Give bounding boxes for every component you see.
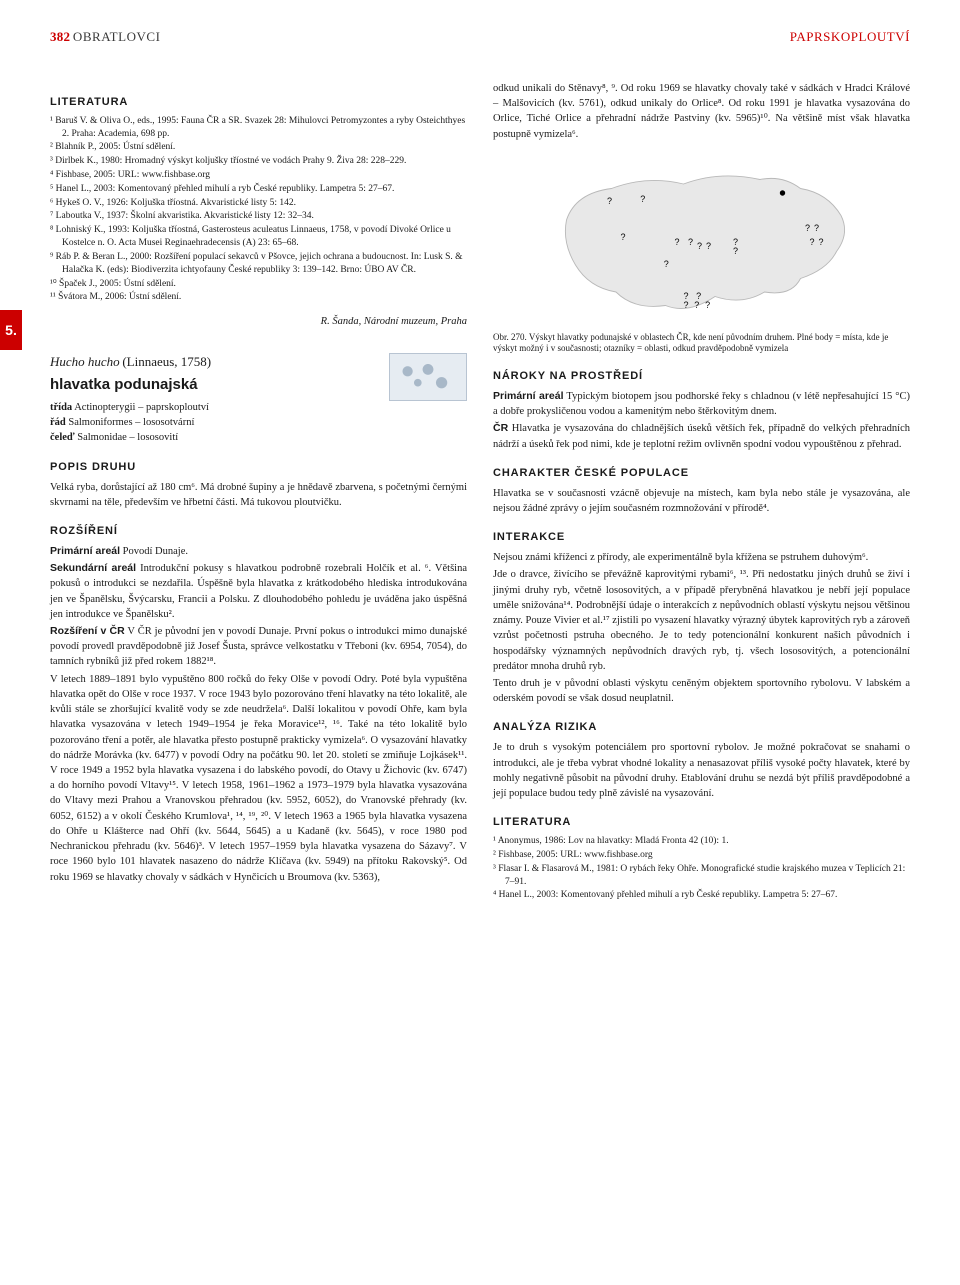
ref-item: ¹ Baruš V. & Oliva O., eds., 1995: Fauna… xyxy=(50,115,467,141)
species-common-name: hlavatka podunajská xyxy=(50,374,379,396)
svg-text:?: ? xyxy=(810,237,815,247)
ref-item: ⁴ Fishbase, 2005: URL: www.fishbase.org xyxy=(50,169,467,182)
naroky-cr: ČR Hlavatka je vysazována do chladnějšíc… xyxy=(493,421,910,451)
ref-item: ¹¹ Švátora M., 2006: Ústní sdělení. xyxy=(50,291,467,304)
rozsireni-cr: Rozšíření v ČR V ČR je původní jen v pov… xyxy=(50,624,467,670)
svg-text:?: ? xyxy=(814,223,819,233)
species-latin-name: Hucho hucho xyxy=(50,354,120,369)
ref-item: ⁸ Lohniský K., 1993: Koljuška tříostná, … xyxy=(50,224,467,250)
interakce-heading: INTERAKCE xyxy=(493,530,910,546)
charakter-heading: CHARAKTER ČESKÉ POPULACE xyxy=(493,466,910,482)
ref-item: ⁹ Ráb P. & Beran L., 2000: Rozšíření pop… xyxy=(50,251,467,277)
reference-list-2: ¹ Anonymus, 1986: Lov na hlavatky: Mladá… xyxy=(493,835,910,902)
rozsireni-secondary: Sekundární areál Introdukční pokusy s hl… xyxy=(50,561,467,622)
svg-text:?: ? xyxy=(621,232,626,242)
svg-text:?: ? xyxy=(640,194,645,204)
svg-text:?: ? xyxy=(805,223,810,233)
header-right-title: PAPRSKOPLOUTVÍ xyxy=(790,28,910,47)
species-taxonomy: třída třída Actinopterygii – paprskoplou… xyxy=(50,400,379,446)
rozsireni-heading: ROZŠÍŘENÍ xyxy=(50,524,467,540)
cz-distribution-map: ??????????????????? xyxy=(493,148,910,328)
svg-text:?: ? xyxy=(706,241,711,251)
ref-item: ⁷ Laboutka V., 1937: Školní akvaristika.… xyxy=(50,210,467,223)
ref-item: ¹ Anonymus, 1986: Lov na hlavatky: Mladá… xyxy=(493,835,910,848)
author-attribution: R. Šanda, Národní muzeum, Praha xyxy=(50,314,467,329)
svg-text:?: ? xyxy=(697,241,702,251)
content-columns: LITERATURA ¹ Baruš V. & Oliva O., eds., … xyxy=(50,81,910,903)
popis-text: Velká ryba, dorůstající až 180 cm⁶. Má d… xyxy=(50,480,467,510)
popis-heading: POPIS DRUHU xyxy=(50,460,467,476)
species-author: (Linnaeus, 1758) xyxy=(122,354,211,369)
ref-item: ² Blahník P., 2005: Ústní sdělení. xyxy=(50,141,467,154)
literatura2-heading: LITERATURA xyxy=(493,815,910,831)
interakce-p1: Nejsou známi kříženci z přírody, ale exp… xyxy=(493,550,910,565)
intro-continuation: odkud unikali do Stěnavy⁸, ⁹. Od roku 19… xyxy=(493,81,910,142)
reference-list-1: ¹ Baruš V. & Oliva O., eds., 1995: Fauna… xyxy=(50,115,467,304)
rozsireni-para2: V letech 1889–1891 bylo vypuštěno 800 ro… xyxy=(50,672,467,885)
svg-text:?: ? xyxy=(675,237,680,247)
ref-item: ³ Dirlbek K., 1980: Hromadný výskyt kolj… xyxy=(50,155,467,168)
naroky-heading: NÁROKY NA PROSTŘEDÍ xyxy=(493,369,910,385)
analyza-text: Je to druh s vysokým potenciálem pro spo… xyxy=(493,740,910,801)
interakce-p2: Jde o dravce, živícího se převážně kapro… xyxy=(493,567,910,674)
rozsireni-primary: Primární areál Povodí Dunaje. xyxy=(50,544,467,559)
svg-text:?: ? xyxy=(705,300,710,310)
svg-text:?: ? xyxy=(664,259,669,269)
analyza-heading: ANALÝZA RIZIKA xyxy=(493,720,910,736)
ref-item: ³ Flasar I. & Flasarová M., 1981: O rybá… xyxy=(493,863,910,889)
header-left-title: OBRATLOVCI xyxy=(73,29,161,44)
section-tab: 5. xyxy=(0,310,22,350)
ref-item: ⁶ Hykeš O. V., 1926: Koljuška tříostná. … xyxy=(50,197,467,210)
ref-item: ⁵ Hanel L., 2003: Komentovaný přehled mi… xyxy=(50,183,467,196)
svg-text:?: ? xyxy=(694,300,699,310)
ref-item: ⁴ Hanel L., 2003: Komentovaný přehled mi… xyxy=(493,889,910,902)
ref-item: ¹⁰ Špaček J., 2005: Ústní sdělení. xyxy=(50,278,467,291)
svg-text:?: ? xyxy=(733,246,738,256)
right-column: odkud unikali do Stěnavy⁸, ⁹. Od roku 19… xyxy=(493,81,910,903)
figure-caption: Obr. 270. Výskyt hlavatky podunajské v o… xyxy=(493,332,910,355)
svg-text:?: ? xyxy=(684,300,689,310)
svg-text:?: ? xyxy=(688,237,693,247)
svg-text:?: ? xyxy=(607,196,612,206)
literatura-heading: LITERATURA xyxy=(50,95,467,111)
species-block: Hucho hucho (Linnaeus, 1758) hlavatka po… xyxy=(50,353,467,445)
svg-text:?: ? xyxy=(819,237,824,247)
page-number: 382 xyxy=(50,29,70,44)
page-header: 382 OBRATLOVCI PAPRSKOPLOUTVÍ xyxy=(50,28,910,47)
charakter-text: Hlavatka se v současnosti vzácně objevuj… xyxy=(493,486,910,516)
left-column: LITERATURA ¹ Baruš V. & Oliva O., eds., … xyxy=(50,81,467,903)
ref-item: ² Fishbase, 2005: URL: www.fishbase.org xyxy=(493,849,910,862)
naroky-primary: Primární areál Typickým biotopem jsou po… xyxy=(493,389,910,419)
world-distribution-map xyxy=(389,353,467,401)
map-svg: ??????????????????? xyxy=(493,148,910,328)
interakce-p3: Tento druh je v původní oblasti výskytu … xyxy=(493,676,910,706)
